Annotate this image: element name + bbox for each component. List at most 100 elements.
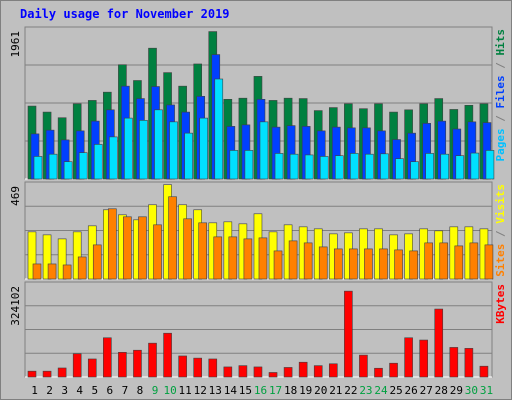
- bar-pages-day-10: [169, 121, 178, 180]
- x-tick-label: 21: [329, 384, 342, 397]
- bar-sites-day-5: [92, 244, 102, 280]
- legend-part: Hits: [494, 29, 507, 56]
- legend-part: Visits: [494, 184, 507, 224]
- bar-pages-day-12: [199, 117, 209, 180]
- bar-kbytes-day-28: [434, 308, 444, 378]
- x-tick-label: 10: [163, 384, 176, 397]
- bar-sites-day-17: [273, 250, 283, 280]
- bar-sites-day-2: [47, 263, 57, 280]
- bar-sites-day-20: [318, 246, 328, 280]
- bar-pages-day-26: [410, 161, 419, 180]
- bar-sites-day-22: [349, 248, 358, 280]
- bar-kbytes-day-23: [359, 354, 368, 378]
- x-tick-label: 29: [450, 384, 463, 397]
- bar-pages-day-17: [274, 153, 284, 180]
- bar-sites-day-1: [32, 263, 42, 280]
- x-tick-label: 19: [299, 384, 312, 397]
- bar-kbytes-day-29: [449, 347, 459, 378]
- x-tick-label: 6: [107, 384, 114, 397]
- bar-visits-day-3: [57, 238, 67, 280]
- x-tick-label: 15: [239, 384, 252, 397]
- x-tick-label: 22: [344, 384, 357, 397]
- x-tick-label: 26: [405, 384, 418, 397]
- bar-kbytes-day-31: [479, 365, 489, 378]
- bar-kbytes-day-27: [419, 339, 428, 378]
- legend-kbytes: KBytes: [494, 284, 507, 324]
- bar-kbytes-day-6: [103, 337, 112, 378]
- bar-sites-day-28: [439, 242, 449, 280]
- x-tick-label: 24: [374, 384, 388, 397]
- bar-sites-day-6: [108, 208, 117, 280]
- bar-sites-day-19: [303, 242, 313, 280]
- bar-pages-day-30: [470, 152, 480, 180]
- bar-sites-day-7: [123, 216, 132, 280]
- bar-sites-day-9: [153, 224, 162, 280]
- bar-sites-day-14: [228, 236, 238, 280]
- bar-pages-day-14: [229, 150, 239, 180]
- legend-part: KBytes: [494, 284, 507, 324]
- bar-kbytes-day-1: [27, 370, 37, 378]
- bar-sites-day-31: [484, 244, 494, 280]
- legend-part: /: [494, 224, 507, 244]
- bar-pages-day-27: [425, 153, 434, 180]
- legend-part: Pages: [494, 128, 507, 161]
- bar-pages-day-19: [304, 154, 314, 180]
- bar-pages-day-11: [184, 132, 193, 180]
- x-tick-label: 5: [91, 384, 98, 397]
- bar-kbytes-day-24: [374, 367, 383, 378]
- bar-sites-day-13: [213, 236, 223, 280]
- bar-sites-day-21: [333, 248, 343, 280]
- x-tick-label: 8: [137, 384, 144, 397]
- bar-kbytes-day-13: [208, 358, 218, 378]
- bar-kbytes-day-19: [298, 361, 308, 378]
- x-tick-label: 27: [420, 384, 433, 397]
- bar-pages-day-18: [289, 153, 299, 180]
- bar-sites-day-18: [288, 240, 298, 280]
- x-tick-label: 2: [46, 384, 53, 397]
- bar-sites-day-3: [62, 264, 72, 280]
- bar-sites-day-24: [379, 248, 388, 280]
- x-tick-label: 1: [31, 384, 38, 397]
- x-tick-label: 14: [224, 384, 238, 397]
- bar-pages-day-13: [214, 78, 224, 180]
- legend-part: Files: [494, 75, 507, 108]
- x-tick-label: 7: [122, 384, 129, 397]
- legend-part: /: [494, 56, 507, 76]
- x-tick-label: 18: [284, 384, 297, 397]
- bar-kbytes-day-26: [404, 337, 413, 378]
- legend-visits-sites: Sites / Visits: [494, 184, 507, 277]
- bar-pages-day-6: [109, 136, 118, 180]
- bar-kbytes-day-10: [163, 332, 172, 378]
- bar-kbytes-day-3: [57, 367, 67, 378]
- bar-kbytes-day-9: [148, 342, 157, 378]
- bar-kbytes-day-30: [464, 348, 474, 378]
- legend-hits-files-pages: Pages / Files / Hits: [494, 29, 507, 162]
- bar-kbytes-day-20: [313, 365, 323, 378]
- bar-sites-day-23: [364, 248, 373, 280]
- bar-kbytes-day-7: [118, 352, 127, 378]
- bar-sites-day-26: [409, 250, 418, 280]
- bar-pages-day-20: [319, 156, 329, 180]
- bar-pages-day-7: [124, 117, 133, 180]
- bar-pages-day-23: [365, 153, 374, 180]
- bar-pages-day-4: [78, 152, 88, 180]
- bar-sites-day-4: [77, 256, 87, 280]
- x-tick-label: 4: [76, 384, 83, 397]
- x-tick-label: 17: [269, 384, 282, 397]
- bar-sites-day-30: [469, 242, 479, 280]
- x-tick-label: 23: [359, 384, 372, 397]
- x-tick-label: 13: [209, 384, 222, 397]
- bar-pages-day-3: [63, 161, 73, 180]
- bar-visits-day-4: [72, 231, 82, 280]
- bar-pages-day-31: [485, 150, 495, 180]
- bar-kbytes-day-12: [193, 357, 203, 378]
- legend-part: Sites: [494, 244, 507, 277]
- bar-sites-day-25: [394, 249, 403, 280]
- bar-pages-day-16: [259, 121, 269, 180]
- bar-sites-day-16: [258, 237, 268, 280]
- x-tick-label: 3: [61, 384, 68, 397]
- bar-pages-day-8: [139, 120, 148, 180]
- bar-visits-day-1: [27, 231, 37, 280]
- bar-pages-day-2: [48, 153, 58, 180]
